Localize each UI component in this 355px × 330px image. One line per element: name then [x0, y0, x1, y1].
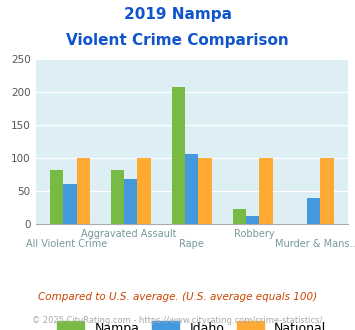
Bar: [320, 158, 334, 224]
Bar: [171, 87, 185, 224]
Text: Robbery: Robbery: [234, 229, 274, 239]
Bar: [50, 170, 63, 224]
Text: © 2025 CityRating.com - https://www.cityrating.com/crime-statistics/: © 2025 CityRating.com - https://www.city…: [32, 316, 323, 325]
Bar: [246, 216, 260, 224]
Text: 2019 Nampa: 2019 Nampa: [124, 7, 231, 21]
Bar: [63, 184, 77, 224]
Bar: [233, 209, 246, 224]
Bar: [77, 158, 90, 224]
Text: Aggravated Assault: Aggravated Assault: [81, 229, 177, 239]
Bar: [260, 158, 273, 224]
Text: Violent Crime Comparison: Violent Crime Comparison: [66, 33, 289, 48]
Bar: [137, 158, 151, 224]
Text: Compared to U.S. average. (U.S. average equals 100): Compared to U.S. average. (U.S. average …: [38, 292, 317, 302]
Bar: [307, 198, 320, 224]
Bar: [198, 158, 212, 224]
Text: Rape: Rape: [179, 239, 204, 249]
Bar: [124, 179, 137, 224]
Bar: [185, 154, 198, 224]
Bar: [111, 170, 124, 224]
Text: All Violent Crime: All Violent Crime: [26, 239, 107, 249]
Text: Murder & Mans...: Murder & Mans...: [275, 239, 355, 249]
Legend: Nampa, Idaho, National: Nampa, Idaho, National: [52, 316, 332, 330]
